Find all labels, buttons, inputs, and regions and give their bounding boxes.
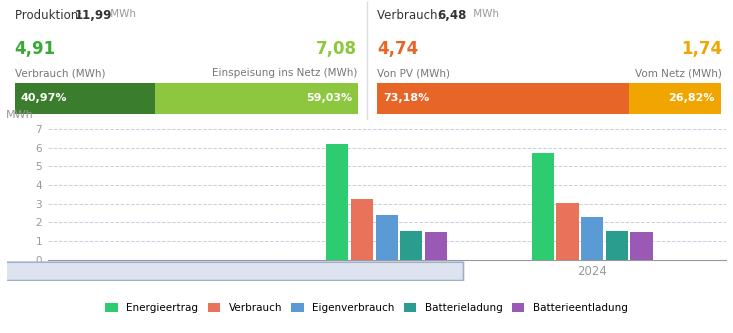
Text: 4,91: 4,91 <box>15 40 56 58</box>
Bar <box>377 83 628 114</box>
Text: Verbrauch:: Verbrauch: <box>377 9 446 22</box>
Text: 40,97%: 40,97% <box>21 94 67 104</box>
Bar <box>630 232 652 260</box>
Text: Produktion:: Produktion: <box>15 9 86 22</box>
Bar <box>556 203 578 260</box>
Bar <box>425 232 447 260</box>
Text: Einspeisung ins Netz (MWh): Einspeisung ins Netz (MWh) <box>212 68 357 78</box>
Bar <box>375 215 398 260</box>
FancyBboxPatch shape <box>4 262 463 281</box>
Text: 7,08: 7,08 <box>316 40 357 58</box>
Legend: Energieertrag, Verbrauch, Eigenverbrauch, Batterieladung, Batterieentladung: Energieertrag, Verbrauch, Eigenverbrauch… <box>103 301 630 315</box>
Text: MWh: MWh <box>470 9 499 19</box>
Text: Vom Netz (MWh): Vom Netz (MWh) <box>635 68 722 78</box>
Text: 11,99: 11,99 <box>75 9 112 22</box>
Bar <box>155 83 358 114</box>
Text: 4,74: 4,74 <box>377 40 419 58</box>
Text: 6,48: 6,48 <box>438 9 467 22</box>
Text: 73,18%: 73,18% <box>383 94 430 104</box>
Bar <box>400 231 422 260</box>
Bar <box>326 144 348 260</box>
Bar <box>581 217 603 260</box>
Text: 1,74: 1,74 <box>681 40 722 58</box>
Text: 59,03%: 59,03% <box>306 94 352 104</box>
Bar <box>531 153 554 260</box>
Bar <box>605 231 628 260</box>
Text: MWh: MWh <box>107 9 136 19</box>
Text: 26,82%: 26,82% <box>668 94 715 104</box>
Bar <box>628 83 721 114</box>
Bar <box>351 199 373 260</box>
Text: Von PV (MWh): Von PV (MWh) <box>377 68 451 78</box>
Text: MWh: MWh <box>6 110 34 120</box>
Bar <box>15 83 155 114</box>
Text: Verbrauch (MWh): Verbrauch (MWh) <box>15 68 105 78</box>
